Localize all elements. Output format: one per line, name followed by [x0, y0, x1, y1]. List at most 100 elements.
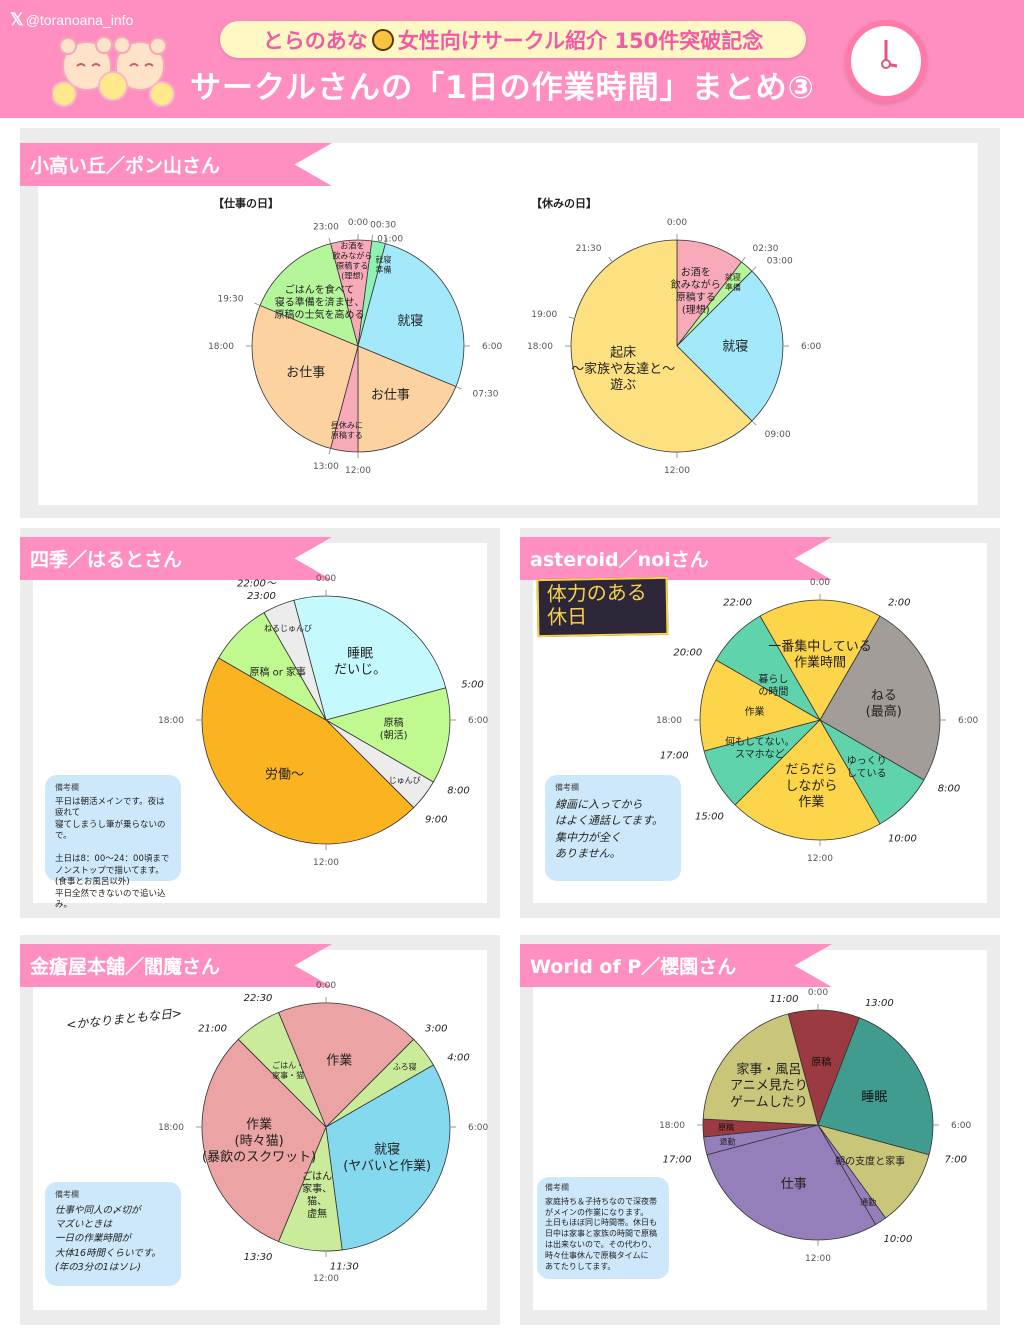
- note-box: 備考欄 平日は朝活メインです。夜は疲れて 寝てしまうし筆が乗らないので。 土日は8…: [45, 775, 181, 910]
- slice-label: ごはん家事、猫、虚無: [302, 1169, 332, 1220]
- pie-slice: [734, 719, 881, 841]
- time-label: 21:00: [198, 1024, 227, 1035]
- slice-label-line: ゆっくり: [847, 755, 887, 767]
- time-label: 18:00: [208, 342, 234, 352]
- slice-label-line: 飲みながら: [671, 278, 721, 291]
- time-label-line: 9:00: [425, 814, 447, 825]
- axis-tick: [328, 237, 332, 244]
- time-label-line: 18:00: [659, 1121, 685, 1131]
- time-label-line: 6:00: [951, 1121, 971, 1131]
- time-label: 10:00: [888, 833, 917, 844]
- time-label: 12:00: [313, 858, 339, 868]
- pie-slice: [259, 243, 359, 347]
- slice-label: 作業(時々猫) (暴飲のスクワット): [202, 1117, 316, 1166]
- time-label: 2:00: [888, 598, 910, 609]
- time-label: 18:00: [158, 1123, 184, 1133]
- slice-label-line: じゅんび: [389, 776, 421, 785]
- time-label: 12:00: [313, 1274, 339, 1284]
- time-label-line: 7:00: [945, 1154, 967, 1165]
- slice-label: ふろ寝: [393, 1061, 417, 1071]
- axis-tick: [254, 302, 261, 306]
- slice-label-line: 原稿: [718, 1122, 734, 1132]
- pie-chart-asteroid: ねる(最高)だらだらしながら作業一番集中している作業時間作業ゆっくりしている何も…: [656, 578, 978, 864]
- time-label-line: 18:00: [656, 716, 682, 726]
- slice-label: だらだらしながら作業: [785, 763, 837, 811]
- slice-label: ゆっくりしている: [847, 755, 887, 780]
- time-label-line: 20:00: [673, 648, 702, 659]
- time-label: 6:00: [468, 1123, 488, 1133]
- pie-slice: [676, 270, 784, 422]
- pie-slice: [706, 1124, 877, 1241]
- time-label-line: 11:00: [770, 994, 799, 1005]
- time-label-line: 6:00: [468, 1123, 488, 1133]
- slice-label-line: 作業時間: [794, 655, 846, 671]
- time-label: 13:30: [244, 1252, 273, 1263]
- slice-label-line: 原稿する: [336, 261, 368, 271]
- slice-label-line: 睡眠: [861, 1090, 887, 1105]
- note-text: 仕事や同人の〆切が マズいときは 一日の作業時間が 大体16時間くらいです。 (…: [55, 1204, 161, 1273]
- slice-label-line: 原稿する: [331, 430, 363, 440]
- axis-tick: [568, 316, 575, 320]
- pie-slice: [293, 595, 447, 721]
- time-label: 22:00〜 23:00: [237, 579, 277, 603]
- time-label: 15:00: [695, 812, 724, 823]
- slice-label: ねるじゅんび: [264, 624, 312, 633]
- pie-chart-offday: 起床〜家族や友達と〜遊ぶ就寝お酒を飲みながら原稿する(理想)就寝準備0:0002…: [527, 218, 821, 476]
- time-label-line: 11:30: [330, 1261, 359, 1272]
- time-label: 11:00: [770, 994, 799, 1005]
- slice-label-line: 作業: [798, 794, 824, 810]
- time-label-line: 3:00: [425, 1024, 447, 1035]
- twitter-handle[interactable]: 𝕏 @toranoana_info: [10, 10, 133, 30]
- time-label-line: 6:00: [801, 342, 821, 352]
- note-text: 線画に入ってから はよく通話してます。 集中力が全く ありません。: [555, 797, 664, 861]
- banner-text: 女性向けサークル紹介 150件突破記念: [397, 28, 764, 53]
- time-label: 0:00: [316, 981, 336, 991]
- slice-label-line: 家事・猫: [272, 1070, 304, 1080]
- note-box: 備考欄 線画に入ってから はよく通話してます。 集中力が全く ありません。: [545, 775, 681, 881]
- time-label: 18:00: [527, 342, 553, 352]
- time-label-line: 0:00: [808, 988, 828, 998]
- time-label-line: 6:00: [958, 716, 978, 726]
- slice-label-line: (ヤバいと作業): [343, 1158, 431, 1174]
- slice-label-line: (暴飲のスクワット): [202, 1149, 316, 1165]
- time-label: 01:00: [377, 234, 403, 244]
- time-label: 6:00: [801, 342, 821, 352]
- slice-label-line: 家事・風呂: [736, 1061, 801, 1077]
- time-label-line: 2:00: [888, 598, 910, 609]
- time-label-line: 0:00: [316, 981, 336, 991]
- slice-label-line: 原稿する: [676, 291, 716, 304]
- time-label-line: 10:00: [888, 833, 917, 844]
- time-label: 17:00: [660, 751, 689, 762]
- x-logo-icon: 𝕏: [10, 10, 24, 29]
- handle-text: @toranoana_info: [25, 12, 134, 28]
- slice-label: 仕事: [781, 1177, 807, 1192]
- tiger-mascots-icon: [52, 36, 175, 107]
- slice-label: 通勤: [860, 1197, 876, 1207]
- section-title: 小高い丘／ポン山さん: [20, 143, 332, 186]
- slice-label-line: 作業: [745, 705, 765, 718]
- slice-label: 原稿: [811, 1055, 831, 1068]
- time-label: 12:00: [805, 1254, 831, 1264]
- note-heading: 備考欄: [55, 783, 79, 792]
- slice-label: ねる(最高): [866, 688, 902, 719]
- time-label: 6:00: [468, 716, 488, 726]
- time-label: 11:30: [330, 1261, 359, 1272]
- slice-label-line: (最高): [866, 704, 902, 720]
- slice-label-line: 仕事: [781, 1177, 807, 1192]
- page-title: サークルさんの「1日の作業時間」まとめ③: [190, 70, 815, 106]
- slice-label-line: 〜家族や友達と〜: [571, 361, 675, 377]
- slice-label: お仕事: [286, 365, 325, 380]
- slice-label: 原稿: [718, 1122, 734, 1132]
- time-label: 7:00: [945, 1154, 967, 1165]
- slice-label-line: ごはん・: [272, 1060, 304, 1070]
- time-label-line: 18:00: [208, 342, 234, 352]
- slice-label-line: しながら: [785, 779, 837, 794]
- time-label-line: 22:30: [244, 993, 273, 1004]
- pie-slice: [759, 599, 881, 721]
- pie-slice: [201, 1038, 327, 1243]
- slice-label: 就寝: [722, 339, 748, 355]
- time-label-line: 0:00: [667, 218, 687, 228]
- slice-label-line: の時間: [758, 686, 788, 698]
- slice-label: お酒を飲みながら原稿する(理想): [332, 242, 372, 281]
